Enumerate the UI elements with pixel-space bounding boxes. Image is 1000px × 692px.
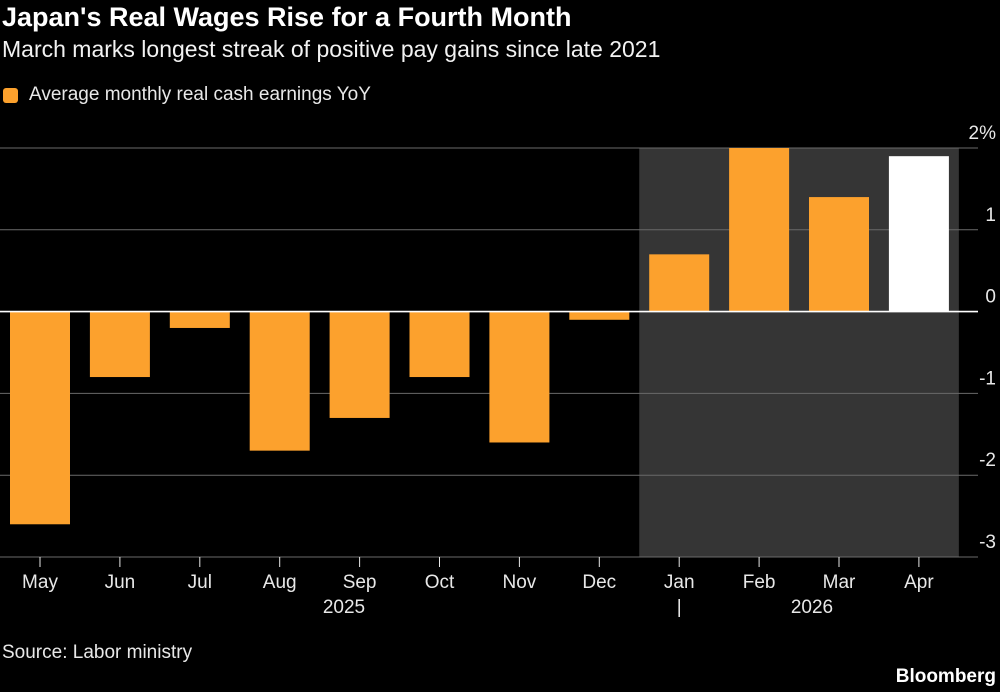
bar-jan [649, 254, 710, 312]
bar-nov [489, 311, 550, 443]
year-divider: | [677, 597, 682, 618]
bar-sep [329, 311, 390, 418]
x-tick-label: May [22, 572, 58, 593]
y-tick-label: 0 [985, 287, 996, 308]
year-label-2026: 2026 [791, 597, 833, 618]
y-tick-label: 1 [985, 205, 996, 226]
x-tick-label: Sep [343, 572, 377, 593]
x-tick-label: Nov [503, 572, 537, 593]
x-tick-label: Dec [582, 572, 616, 593]
bar-may [10, 311, 70, 525]
chart-legend: Average monthly real cash earnings YoY [3, 84, 371, 106]
bar-dec [569, 311, 630, 320]
bar-aug [249, 311, 310, 451]
bar-mar [809, 197, 869, 312]
x-tick-label: Oct [425, 572, 455, 593]
chart-subtitle: March marks longest streak of positive p… [2, 36, 661, 62]
y-tick-label: -2 [979, 450, 996, 471]
source-note: Source: Labor ministry [2, 642, 193, 663]
x-tick-label: Jun [105, 572, 136, 593]
legend-swatch [3, 87, 18, 103]
bloomberg-logo: Bloomberg [895, 666, 996, 687]
x-tick-label: Aug [263, 572, 297, 593]
x-tick-label: Jul [188, 572, 212, 593]
y-tick-label: -3 [979, 532, 996, 553]
y-tick-label: 2% [969, 123, 997, 144]
x-tick-label: Mar [823, 572, 856, 593]
bar-apr [888, 156, 949, 312]
bar-oct [409, 311, 470, 378]
bar-jul [169, 311, 230, 328]
y-tick-label: -1 [979, 368, 996, 389]
legend-label: Average monthly real cash earnings YoY [29, 84, 371, 105]
year-label-2025: 2025 [323, 597, 365, 618]
x-tick-label: Jan [664, 572, 695, 593]
bar-feb [729, 148, 790, 312]
bar-jun [89, 311, 150, 378]
x-tick-label: Feb [743, 572, 776, 593]
chart-title: Japan's Real Wages Rise for a Fourth Mon… [2, 2, 572, 32]
x-tick-label: Apr [904, 572, 934, 593]
